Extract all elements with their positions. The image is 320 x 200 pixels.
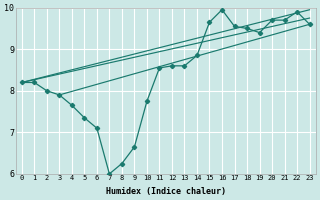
X-axis label: Humidex (Indice chaleur): Humidex (Indice chaleur) [106,187,226,196]
